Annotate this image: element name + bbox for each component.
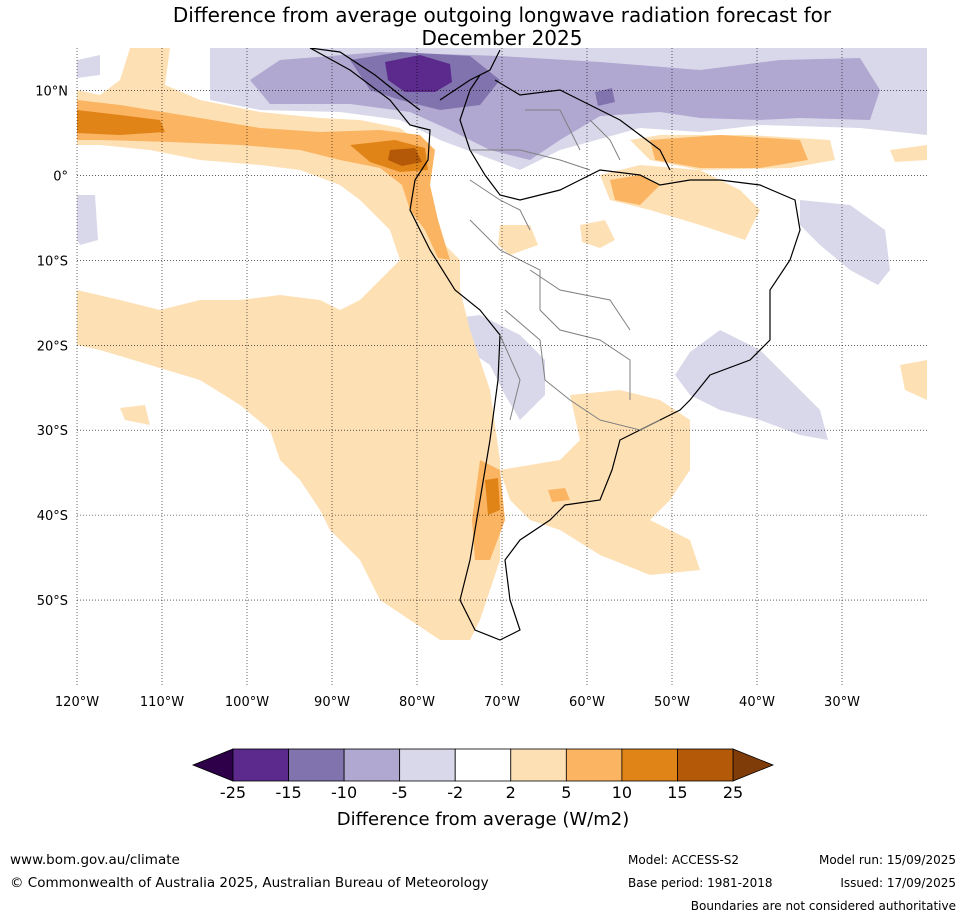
longitude-label: 30°W	[824, 695, 860, 710]
longitude-label: 50°W	[654, 695, 690, 710]
website-text: www.bom.gov.au/climate	[10, 852, 180, 868]
base-period-text: Base period: 1981-2018	[628, 876, 773, 890]
latitude-label: 0°	[53, 169, 68, 184]
map-title: Difference from average outgoing longwav…	[77, 4, 927, 50]
longitude-label: 60°W	[569, 695, 605, 710]
issued-text: Issued: 17/09/2025	[840, 876, 956, 890]
colorbar-label: 25	[723, 783, 743, 802]
latitude-label: 40°S	[37, 509, 68, 524]
colorbar-swatch	[343, 748, 401, 782]
colorbar-label: -5	[392, 783, 408, 802]
latitude-label: 50°S	[37, 594, 68, 609]
colorbar-label: -10	[331, 783, 357, 802]
negative-anomaly-brazil	[77, 195, 890, 440]
coastlines	[309, 48, 801, 641]
longitude-label: 110°W	[140, 695, 184, 710]
latitude-labels: 10°N 0° 10°S 20°S 30°S 40°S 50°S	[35, 84, 68, 609]
colorbar-title: Difference from average (W/m2)	[337, 809, 629, 830]
positive-anomaly-very-strong-west	[388, 148, 422, 166]
south-america-coast	[309, 48, 801, 641]
colorbar-swatch	[454, 748, 512, 782]
colorbar-swatch	[565, 748, 623, 782]
longitude-label: 100°W	[225, 695, 269, 710]
colorbar-swatch	[288, 748, 345, 782]
colorbar-label: -25	[220, 783, 246, 802]
colorbar-swatch	[510, 748, 567, 782]
longitude-label: 80°W	[399, 695, 435, 710]
colorbar-extend-low	[191, 748, 234, 782]
longitude-label: 90°W	[314, 695, 350, 710]
colorbar-swatch	[677, 748, 734, 782]
title-line-1: Difference from average outgoing longwav…	[172, 3, 832, 27]
copyright-text: © Commonwealth of Australia 2025, Austra…	[10, 875, 489, 891]
colorbar-label: 2	[506, 783, 516, 802]
colorbar-label: 15	[667, 783, 687, 802]
negative-anomaly-very-strong-north	[385, 55, 452, 92]
colorbar-extend-high	[732, 748, 775, 782]
colorbar-swatch	[399, 748, 456, 782]
model-text: Model: ACCESS-S2	[628, 853, 740, 867]
colorbar-swatch	[232, 748, 289, 782]
colorbar-label: 5	[561, 783, 571, 802]
longitude-label: 120°W	[55, 695, 99, 710]
positive-anomaly-light-west	[77, 48, 500, 640]
colorbar-label: -2	[447, 783, 463, 802]
disclaimer-text: Boundaries are not considered authoritat…	[690, 899, 956, 913]
colorbar-label: -15	[275, 783, 301, 802]
longitude-label: 40°W	[739, 695, 775, 710]
map-figure: 120°W 110°W 100°W 90°W 80°W 70°W 60°W 50°W 40°W 3…	[35, 48, 927, 830]
model-run-text: Model run: 15/09/2025	[818, 853, 956, 867]
latitude-label: 10°N	[35, 84, 68, 99]
border-lines	[469, 109, 661, 431]
longitude-label: 70°W	[484, 695, 520, 710]
latitude-label: 10°S	[37, 254, 68, 269]
positive-anomaly-light-south-atlantic	[120, 135, 927, 575]
positive-anomaly-mid-west	[77, 100, 808, 560]
graticule	[76, 48, 927, 685]
anomaly-field	[77, 48, 927, 640]
latitude-label: 20°S	[37, 339, 68, 354]
title-line-2: December 2025	[421, 26, 583, 50]
colorbar-label: 10	[612, 783, 632, 802]
central-america-coast	[309, 48, 501, 111]
caribbean-coast	[494, 79, 671, 171]
colorbar-swatch	[621, 748, 678, 782]
latitude-label: 30°S	[37, 424, 68, 439]
country-borders	[469, 109, 661, 431]
longitude-labels: 120°W 110°W 100°W 90°W 80°W 70°W 60°W 50°W 40°W 3…	[55, 695, 860, 710]
